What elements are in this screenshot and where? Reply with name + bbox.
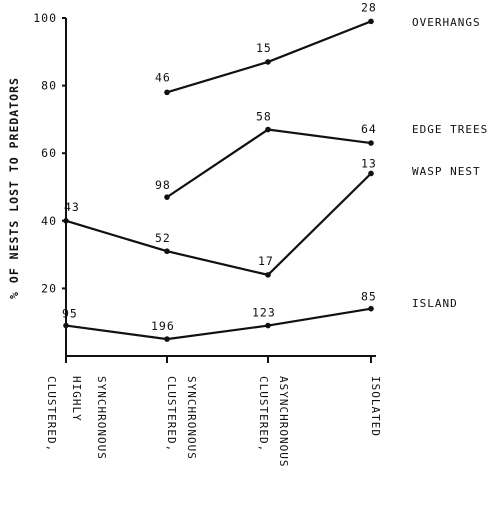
- data-label: 85: [361, 290, 377, 304]
- series-line-island: [65, 307, 372, 341]
- data-label: 95: [62, 307, 78, 321]
- data-label: 13: [361, 156, 377, 170]
- y-tick-label: 20: [41, 281, 57, 295]
- data-label: 28: [361, 0, 377, 14]
- y-axis-title: % OF NESTS LOST TO PREDATORS: [7, 77, 21, 299]
- y-ticks: 20 40 60 80 100: [33, 11, 66, 295]
- data-label: 43: [64, 200, 80, 214]
- y-tick-label: 60: [41, 146, 57, 160]
- data-label: 123: [252, 306, 276, 320]
- series-label: ISLAND: [412, 297, 458, 310]
- data-point: [164, 336, 170, 342]
- data-point: [63, 218, 69, 224]
- data-label: 58: [256, 110, 272, 124]
- data-point: [63, 322, 69, 329]
- data-points: [63, 18, 374, 342]
- x-ticks: [65, 356, 372, 363]
- series-label: OVERHANGS: [412, 16, 481, 29]
- series-line-wasp-nest: [65, 172, 372, 277]
- data-point: [368, 170, 374, 177]
- data-point: [265, 126, 271, 133]
- data-label: 46: [155, 70, 171, 84]
- category-label: ISOLATED: [369, 376, 382, 437]
- category-labels: CLUSTERED, HIGHLY SYNCHRONOUS CLUSTERED, SYN…: [45, 376, 382, 467]
- data-point: [368, 18, 374, 25]
- series-line-edge-trees: [166, 128, 372, 199]
- data-point: [265, 59, 271, 65]
- category-label: SYNCHRONOUS: [185, 376, 198, 460]
- series-label: WASP NEST: [412, 165, 481, 178]
- category-label: CLUSTERED,: [165, 376, 178, 452]
- y-tick-label: 40: [41, 214, 57, 228]
- data-label: 196: [151, 319, 175, 333]
- y-tick-label: 80: [41, 79, 57, 93]
- data-point: [164, 194, 170, 200]
- category-label: CLUSTERED,: [45, 376, 58, 452]
- category-label: ASYNCHRONOUS: [277, 376, 290, 467]
- data-label: 52: [155, 231, 171, 245]
- data-label: 64: [361, 122, 377, 136]
- data-label: 15: [256, 41, 272, 55]
- data-point: [368, 140, 374, 146]
- series-labels: OVERHANGS EDGE TREES WASP NEST ISLAND: [412, 16, 488, 310]
- series-line-overhangs: [166, 20, 372, 94]
- data-point: [265, 272, 271, 278]
- series-label: EDGE TREES: [412, 123, 488, 136]
- data-labels: 46 15 28 98 58 64 43 52 17 13 95 196 123 85: [62, 0, 377, 333]
- category-label: CLUSTERED,: [257, 376, 270, 452]
- data-point: [368, 305, 374, 312]
- data-point: [265, 322, 271, 329]
- category-label: HIGHLY: [70, 376, 83, 422]
- data-point: [164, 89, 170, 96]
- data-label: 17: [258, 254, 274, 268]
- y-tick-label: 100: [33, 11, 57, 25]
- series-lines: [65, 20, 372, 341]
- data-point: [164, 248, 170, 255]
- category-label: SYNCHRONOUS: [95, 376, 108, 460]
- data-label: 98: [155, 178, 171, 192]
